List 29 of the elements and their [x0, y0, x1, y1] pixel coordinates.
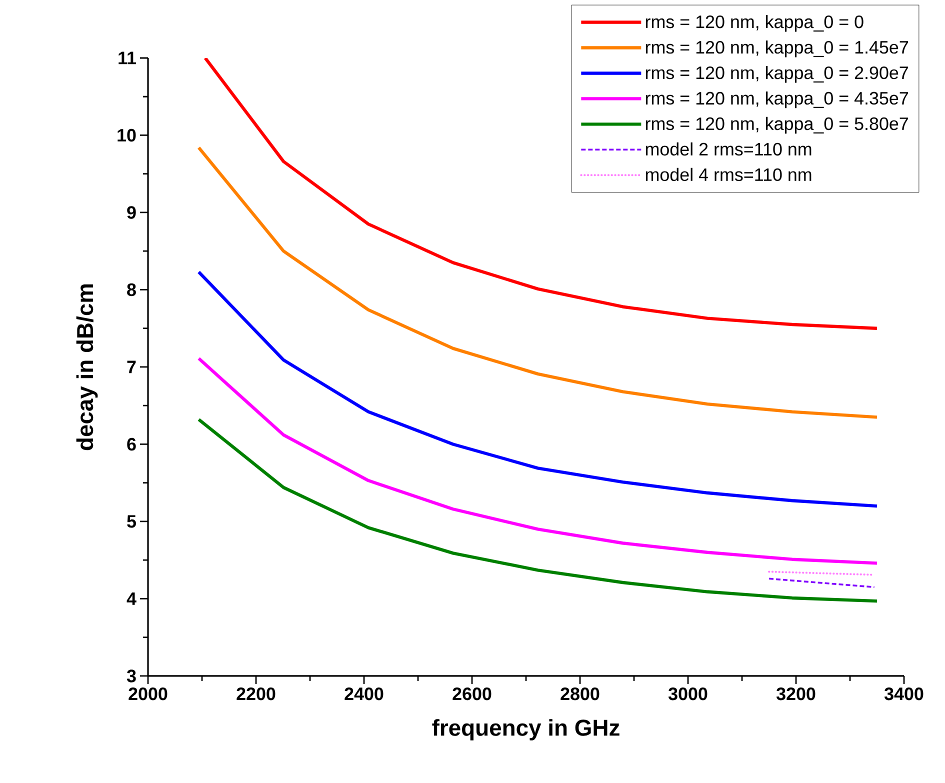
legend-label: rms = 120 nm, kappa_0 = 1.45e7 [646, 40, 908, 58]
legend-label: rms = 120 nm, kappa_0 = 0 [646, 15, 864, 32]
y-tick-label: 9 [127, 206, 136, 219]
y-tick-label: 3 [126, 670, 136, 682]
legend-label: model 4 rms=110 nm [646, 168, 812, 182]
y-tick-label: 8 [127, 283, 136, 296]
legend-label: model 2 rms=110 nm [646, 142, 812, 156]
legend-label: rms = 120 nm, kappa_0 = 4.35e7 [646, 91, 908, 108]
x-tick-label: 2200 [236, 687, 276, 700]
x-tick-label: 2600 [452, 687, 492, 700]
x-tick-label: 3400 [884, 687, 924, 700]
x-tick-label: 2800 [560, 687, 600, 700]
y-tick-label: 7 [127, 360, 136, 374]
x-axis-title: frequency in GHz [432, 719, 620, 740]
y-tick-label: 5 [127, 515, 136, 528]
line-series [197, 270, 879, 508]
legend-label: rms = 120 nm, kappa_0 = 5.80e7 [646, 116, 908, 134]
line-series [197, 356, 879, 565]
y-axis-title: decay in dB/cm [76, 284, 98, 450]
y-tick-label: 10 [118, 128, 136, 142]
y-tick-label: 4 [126, 592, 136, 605]
legend-label: rms = 120 nm, kappa_0 = 2.90e7 [646, 66, 908, 83]
line-series [197, 418, 879, 603]
x-tick-label: 3200 [776, 687, 816, 700]
x-tick-label: 2400 [344, 687, 384, 700]
y-tick-label: 11 [118, 52, 136, 64]
y-tick-label: 6 [127, 438, 136, 451]
x-tick-label: 3000 [668, 687, 708, 700]
x-tick-label: 2000 [128, 687, 168, 700]
